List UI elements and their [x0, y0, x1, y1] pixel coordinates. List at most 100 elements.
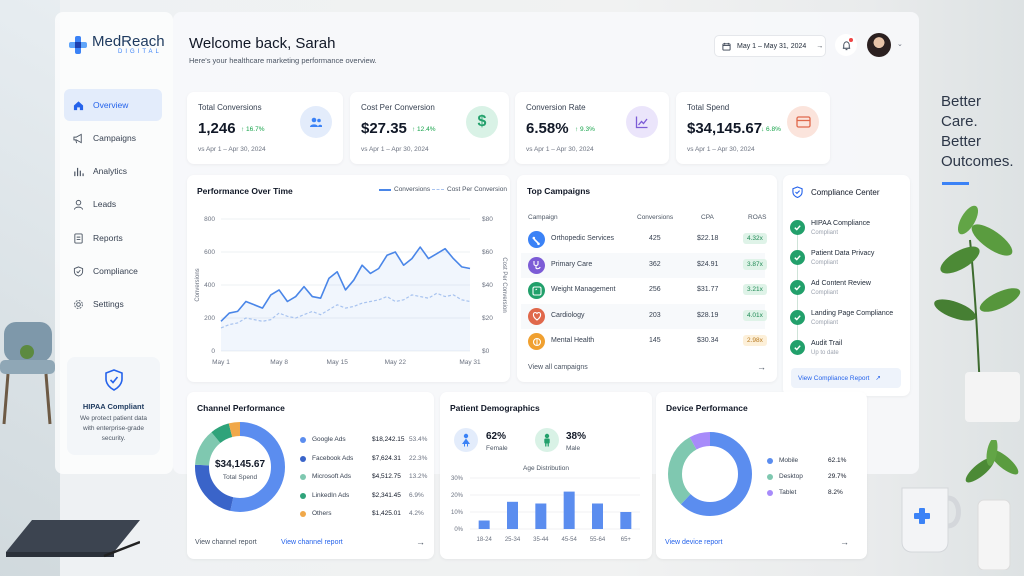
roas-badge: 3.87x	[743, 258, 767, 270]
y-tick-right: $20	[482, 315, 493, 322]
channel-total-label: Total Spend	[222, 474, 258, 481]
table-row[interactable]: Primary Care 362 $24.91 3.87x	[521, 252, 767, 278]
table-row[interactable]: Cardiology 203 $28.19 4.01x	[521, 303, 767, 329]
sidebar-item-overview[interactable]: Overview	[64, 89, 162, 121]
bone-icon	[528, 231, 545, 248]
device-performance-card: Device Performance Mobile 62.1% Desktop 29.…	[656, 392, 867, 559]
page-title: Welcome back, Sarah	[189, 35, 336, 52]
y-tick: 0%	[454, 527, 463, 533]
campaign-name: Weight Management	[551, 286, 616, 293]
campaign-cpa: $24.91	[697, 260, 719, 268]
view-channel-report-link-2[interactable]: View channel report	[281, 539, 343, 546]
age-bar	[478, 520, 490, 529]
compliance-center-card: Compliance Center HIPAA Compliance Compli…	[783, 175, 910, 396]
sidebar-item-leads[interactable]: Leads	[64, 188, 162, 220]
page-subtitle: Here's your healthcare marketing perform…	[189, 56, 377, 65]
stethoscope-icon	[528, 256, 545, 274]
compliance-item-status: Compliant	[811, 320, 839, 326]
plant-decoration	[930, 200, 1024, 391]
compliance-item-status: Compliant	[811, 230, 839, 236]
legend-dot	[767, 458, 773, 464]
tagline-line-3: Better	[941, 133, 982, 150]
scale-icon	[528, 282, 545, 299]
campaign-conversions: 145	[649, 337, 661, 344]
kpi-title: Conversion Rate	[526, 103, 586, 112]
sidebar-item-label: Analytics	[93, 166, 128, 176]
check-circle-icon	[790, 310, 805, 325]
kpi-delta: ↓ 6.8%	[761, 126, 781, 133]
compliance-item-status: Up to date	[811, 350, 839, 356]
compliance-item-title: Ad Content Review	[811, 280, 871, 287]
kpi-compare: vs Apr 1 – Apr 30, 2024	[361, 146, 429, 153]
check-circle-icon	[790, 340, 805, 355]
check-circle-icon	[790, 220, 805, 235]
legend-dot	[300, 474, 306, 480]
y-tick-right: $40	[482, 282, 493, 289]
sidebar-item-label: Compliance	[93, 266, 138, 276]
device-pct: 8.2%	[828, 489, 843, 496]
performance-card: Performance Over Time Conversions Cost P…	[187, 175, 510, 382]
kpi-title: Total Conversions	[198, 103, 262, 112]
table-row[interactable]: Orthopedic Services 425 $22.18 4.32x	[521, 227, 767, 252]
sidebar-item-settings[interactable]: Settings	[64, 288, 162, 320]
sidebar-item-analytics[interactable]: Analytics	[64, 155, 162, 187]
sidebar-item-label: Reports	[93, 233, 123, 243]
channel-value: $4,512.75	[372, 473, 401, 480]
performance-line-chart: 800 $80 600 $60 400 $40 200 $20 0 $0 Conversions Co…	[195, 216, 507, 366]
sidebar-item-campaigns[interactable]: Campaigns	[64, 122, 162, 154]
sidebar-item-reports[interactable]: Reports	[64, 222, 162, 254]
channel-value: $18,242.15	[372, 436, 405, 443]
sidebar-item-compliance[interactable]: Compliance	[64, 255, 162, 287]
legend-dot	[300, 492, 306, 499]
y-axis-label-left: Conversions	[195, 268, 201, 301]
roas-badge: 4.01x	[743, 309, 767, 321]
roas-badge: 3.21x	[743, 284, 767, 295]
sidebar-item-label: Leads	[93, 199, 117, 209]
hipaa-text-2: with enterprise-grade	[82, 425, 145, 432]
x-tick: 35-44	[533, 537, 549, 543]
bell-icon	[842, 40, 850, 50]
y-tick-left: 200	[204, 315, 215, 322]
hipaa-text-1: We protect patient data	[79, 415, 148, 422]
conversions-area	[221, 247, 470, 351]
cpa-col-header: CPA	[701, 214, 714, 221]
bar-chart-icon	[74, 167, 84, 176]
table-row[interactable]: Weight Management 256 $31.77 3.21x	[521, 278, 767, 303]
view-compliance-report-button[interactable]: View Compliance Report ↗	[791, 368, 901, 388]
table-row[interactable]: Mental Health 145 $30.34 2.98x	[521, 329, 767, 354]
y-tick: 30%	[451, 476, 464, 482]
y-tick-left: 400	[204, 282, 215, 289]
view-all-campaigns-link[interactable]: View all campaigns	[528, 364, 588, 371]
notifications-button[interactable]	[835, 34, 857, 56]
age-bar	[620, 512, 632, 529]
x-tick: 25-34	[505, 537, 521, 543]
y-tick-right: $0	[482, 348, 490, 355]
campaign-cpa: $28.19	[697, 311, 719, 319]
kpi-card-conversions: Total Conversions 1,246 ↑ 16.7% vs Apr 1…	[187, 92, 343, 164]
conversions-line	[220, 246, 471, 322]
patient-demographics-card: Patient Demographics 62% Female 38% Male…	[440, 392, 652, 559]
document-icon	[74, 232, 83, 244]
shield-check-icon	[792, 186, 803, 198]
date-range-picker[interactable]: May 1 – May 31, 2024 →	[714, 35, 826, 57]
view-channel-report-link[interactable]: View channel report	[195, 539, 257, 546]
view-device-report-link[interactable]: View device report	[665, 539, 723, 546]
kpi-value: $27.35	[361, 120, 407, 137]
megaphone-icon	[73, 133, 82, 143]
kpi-value: 1,246	[198, 120, 236, 137]
channel-name: Facebook Ads	[312, 454, 354, 462]
campaign-name: Primary Care	[551, 260, 593, 268]
y-tick-left: 0	[211, 348, 215, 355]
chevron-down-icon[interactable]: ⌄	[897, 41, 903, 48]
legend-dot	[300, 455, 306, 462]
male-icon	[535, 428, 559, 452]
avatar[interactable]	[867, 33, 891, 57]
arrow-right-icon[interactable]: →	[757, 362, 766, 372]
female-label: Female	[486, 445, 508, 452]
arrow-right-icon[interactable]: →	[416, 537, 425, 547]
arrow-right-icon[interactable]: →	[840, 537, 849, 547]
date-range-label: May 1 – May 31, 2024	[737, 42, 807, 50]
campaign-cpa: $22.18	[697, 235, 719, 242]
channel-slice	[195, 422, 285, 512]
sidebar-item-label: Campaigns	[93, 133, 136, 143]
